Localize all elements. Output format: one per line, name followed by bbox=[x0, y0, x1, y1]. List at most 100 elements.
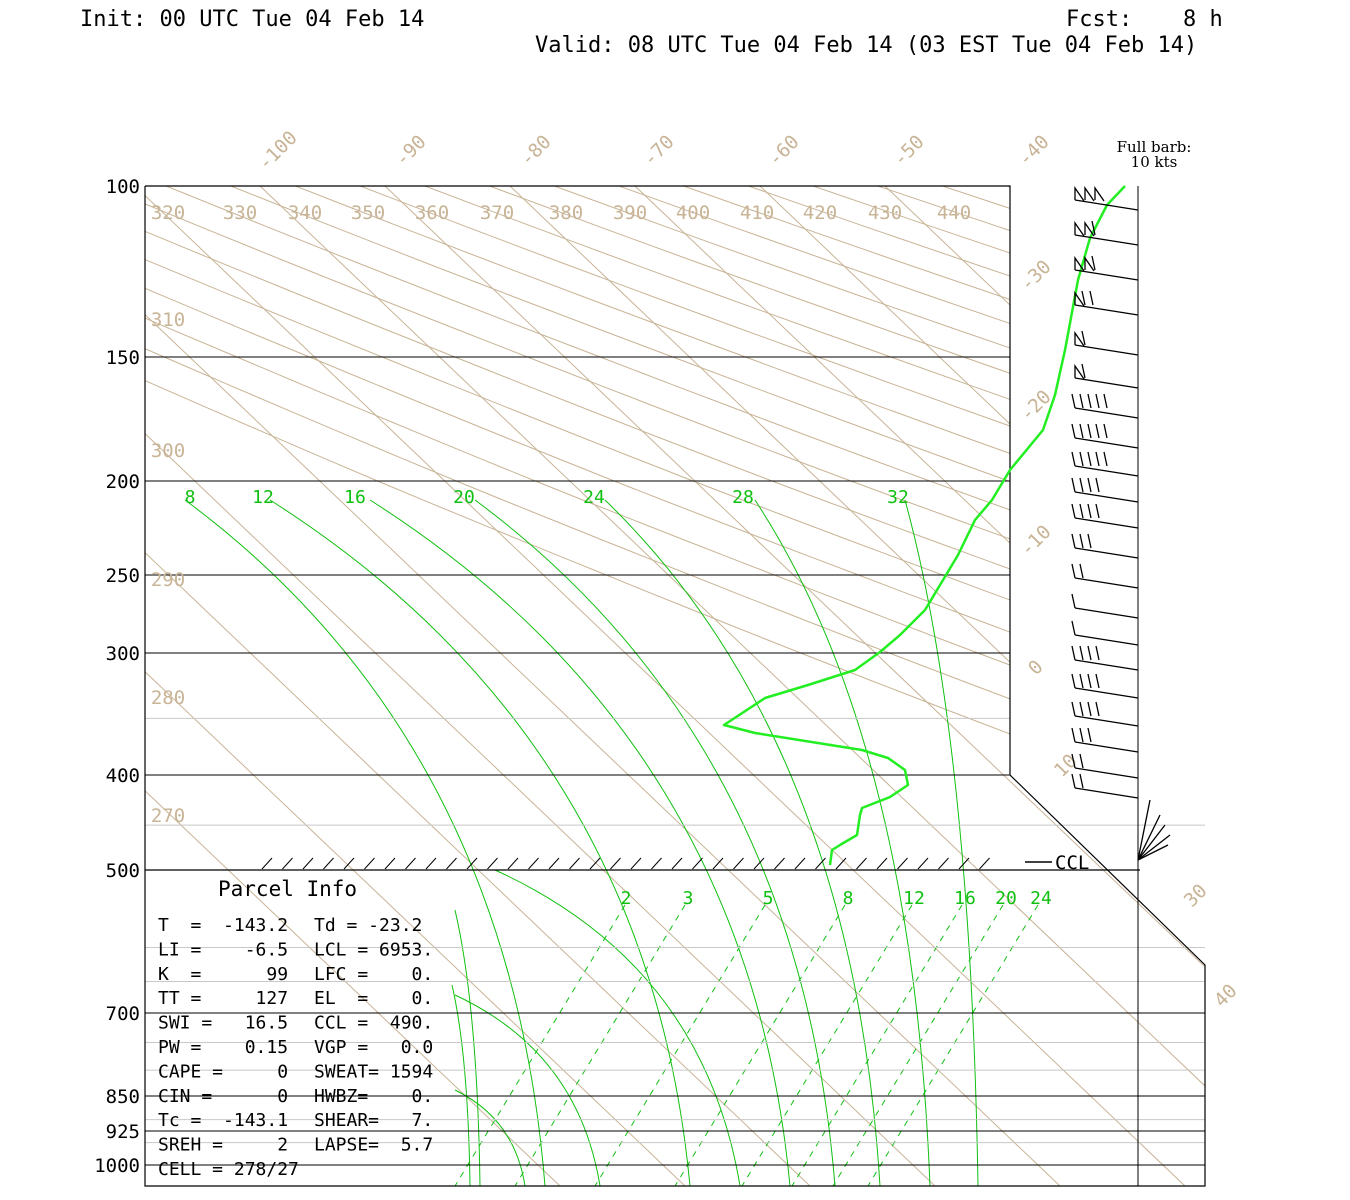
barb-feather bbox=[1087, 503, 1092, 519]
barb-feather bbox=[1071, 701, 1076, 717]
wind-barb bbox=[1074, 220, 1139, 246]
isotherm-label: -40 bbox=[1014, 131, 1054, 171]
hatch-mark bbox=[302, 857, 314, 870]
barb-feather bbox=[1079, 701, 1084, 717]
pressure-label: 850 bbox=[106, 1086, 140, 1108]
barb-feather bbox=[1079, 727, 1084, 743]
isotherm-label: 40 bbox=[1210, 980, 1242, 1012]
barb-feather bbox=[1095, 673, 1100, 689]
barb-feather bbox=[1071, 673, 1076, 689]
parcel-info-right: Td = -23.2 bbox=[314, 915, 422, 936]
hatch-mark bbox=[979, 857, 990, 870]
barb-feather bbox=[1091, 220, 1096, 236]
mixing-ratio-label: 24 bbox=[1030, 888, 1052, 909]
moist-adiabat-label: 16 bbox=[344, 487, 366, 508]
barb-feather bbox=[1071, 533, 1076, 549]
barb-flag bbox=[1084, 255, 1095, 272]
pressure-label: 400 bbox=[106, 765, 140, 787]
barb-staff bbox=[1074, 547, 1139, 559]
moist-adiabat-label: 8 bbox=[185, 487, 196, 508]
barb-feather bbox=[1087, 727, 1092, 743]
barb-feather bbox=[1081, 330, 1086, 346]
dry-adiabat-line bbox=[1007, 186, 1205, 1166]
barb-flag bbox=[1074, 220, 1085, 237]
isotherm-label: -30 bbox=[1016, 256, 1056, 296]
parcel-info-title: Parcel Info bbox=[218, 877, 357, 901]
moist-adiabat-label: 28 bbox=[732, 487, 754, 508]
hatch-mark bbox=[425, 857, 437, 870]
barb-feather bbox=[1079, 451, 1084, 467]
barb-staff bbox=[1074, 787, 1139, 799]
wind-barb bbox=[1071, 477, 1139, 503]
barb-staff bbox=[1074, 607, 1139, 619]
wind-barb bbox=[1071, 451, 1139, 477]
hatch-mark bbox=[733, 857, 744, 870]
wind-barb bbox=[1137, 834, 1171, 861]
wind-barb bbox=[1071, 645, 1139, 671]
parcel-info-right: VGP = 0.0 bbox=[314, 1037, 433, 1058]
theta-label: 370 bbox=[480, 202, 514, 224]
parcel-info-left: T = -143.2 bbox=[158, 915, 288, 936]
hatch-mark bbox=[651, 857, 662, 870]
hatch-mark bbox=[364, 857, 375, 870]
moist-adiabat-label: 12 bbox=[252, 487, 274, 508]
init-time: Init: 00 UTC Tue 04 Feb 14 bbox=[80, 7, 424, 32]
barb-feather bbox=[1095, 451, 1100, 467]
pressure-label: 150 bbox=[106, 347, 140, 369]
hatch-mark bbox=[671, 857, 683, 870]
isotherm-label: -10 bbox=[1016, 521, 1056, 561]
dry-adiabat-line bbox=[554, 186, 1205, 1166]
parcel-info-left: CAPE = 0 bbox=[158, 1061, 288, 1082]
barb-staff bbox=[1074, 659, 1139, 671]
parcel-info-right: SWEAT= 1594 bbox=[314, 1061, 433, 1082]
theta-label: 350 bbox=[351, 202, 385, 224]
barb-feather bbox=[1087, 393, 1092, 409]
barb-legend-line2: 10 kts bbox=[1131, 153, 1178, 171]
wind-barbs bbox=[1071, 185, 1171, 861]
theta-label: 300 bbox=[151, 440, 185, 462]
moist-adiabat-line bbox=[474, 499, 836, 1186]
pressure-label: 1000 bbox=[94, 1155, 140, 1177]
wind-barb bbox=[1074, 330, 1139, 356]
theta-label: 410 bbox=[740, 202, 774, 224]
parcel-info-left: Tc = -143.1 bbox=[158, 1110, 288, 1131]
isotherm-label: 10 bbox=[1050, 750, 1082, 782]
temperature-sounding bbox=[722, 185, 1126, 866]
moist-adiabats bbox=[184, 499, 979, 1186]
parcel-info-left: CELL = 278/27 bbox=[158, 1159, 299, 1180]
hatch-mark bbox=[712, 857, 724, 870]
barb-staff bbox=[1074, 767, 1139, 779]
barb-feather bbox=[1103, 393, 1108, 409]
theta-label: 290 bbox=[151, 569, 185, 591]
barb-flag bbox=[1074, 330, 1085, 347]
barb-feather bbox=[1079, 393, 1084, 409]
barb-flag bbox=[1094, 185, 1105, 202]
hatch-mark bbox=[835, 857, 847, 870]
barb-staff bbox=[1074, 715, 1139, 727]
pressure-label: 700 bbox=[106, 1003, 140, 1025]
parcel-info-left: LI = -6.5 bbox=[158, 939, 288, 960]
wind-barb bbox=[1074, 290, 1139, 316]
parcel-info-left: SREH = 2 bbox=[158, 1135, 288, 1156]
wind-barb bbox=[1071, 673, 1139, 699]
moist-adiabat-label: 32 bbox=[887, 487, 909, 508]
barb-feather bbox=[1079, 503, 1084, 519]
barb-feather bbox=[1103, 423, 1108, 439]
parcel-info-left: SWI = 16.5 bbox=[158, 1013, 288, 1034]
barb-staff bbox=[1074, 491, 1139, 503]
parcel-info-left: CIN = 0 bbox=[158, 1086, 288, 1107]
adiabats-and-mixing-ratios bbox=[184, 499, 1039, 1186]
moist-adiabat-line bbox=[604, 499, 881, 1186]
theta-label: 420 bbox=[803, 202, 837, 224]
hatch-mark bbox=[876, 857, 888, 870]
barb-flag bbox=[1074, 255, 1085, 272]
barb-feather bbox=[1071, 563, 1076, 579]
moist-adiabat-line bbox=[184, 499, 546, 1186]
isotherm-line bbox=[346, 186, 1205, 1186]
wind-barb bbox=[1137, 824, 1166, 861]
mixing-ratio-label: 16 bbox=[954, 888, 976, 909]
mixing-ratio-label: 5 bbox=[763, 888, 774, 909]
theta-label: 320 bbox=[151, 202, 185, 224]
barb-staff bbox=[1074, 517, 1139, 529]
barb-feather bbox=[1087, 533, 1092, 549]
